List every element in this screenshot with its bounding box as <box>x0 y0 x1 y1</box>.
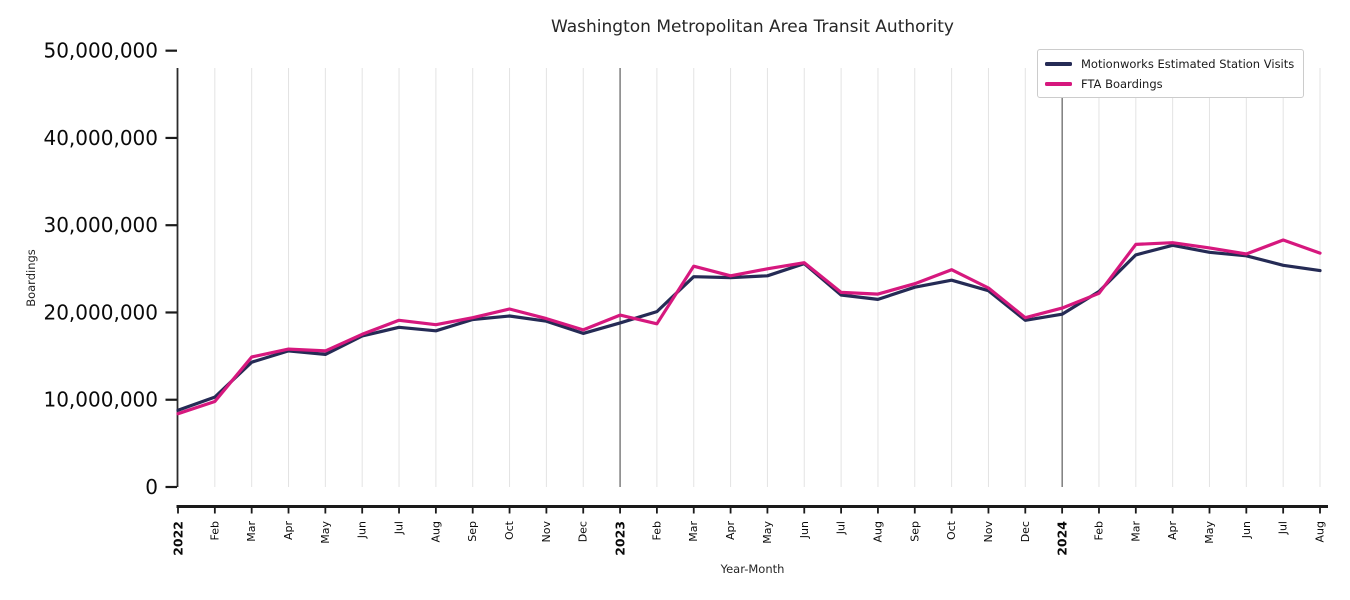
x-tick-label-month: Nov <box>540 521 553 543</box>
x-tick-label-month: Apr <box>724 521 737 541</box>
y-tick-label: 0 <box>145 475 158 499</box>
x-tick-label-month: Sep <box>466 521 479 542</box>
x-tick-label-year: 2023 <box>613 521 628 556</box>
legend: Motionworks Estimated Station Visits FTA… <box>1037 49 1305 98</box>
x-tick-label-year: 2024 <box>1055 521 1070 556</box>
y-tick-label: 20,000,000 <box>43 300 158 324</box>
x-tick-label-month: Mar <box>245 521 258 542</box>
x-tick-label-month: Feb <box>1092 521 1105 540</box>
legend-label: FTA Boardings <box>1081 76 1163 91</box>
series-line-fta <box>176 238 1322 416</box>
x-tick-label-month: Apr <box>1166 521 1179 541</box>
chart-title: Washington Metropolitan Area Transit Aut… <box>551 17 954 37</box>
y-tick-label: 10,000,000 <box>43 388 158 412</box>
x-tick-label-month: Dec <box>577 521 590 542</box>
x-tick-label-month: Aug <box>1314 521 1327 542</box>
legend-line-swatch-motionworks <box>1045 61 1072 66</box>
y-axis-title: Boardings <box>24 249 38 307</box>
x-tick-label-month: Mar <box>1129 521 1142 542</box>
y-tick-label: 40,000,000 <box>43 126 158 150</box>
x-tick-label-month: May <box>761 521 774 544</box>
x-tick-label-month: Jun <box>356 521 369 539</box>
x-tick-label-month: Jun <box>1240 521 1253 539</box>
series-line-motionworks <box>176 243 1322 412</box>
x-tick-label-month: Jul <box>835 521 848 535</box>
y-tick-label: 50,000,000 <box>43 39 158 63</box>
x-tick-label-month: Feb <box>650 521 663 540</box>
legend-item: Motionworks Estimated Station Visits <box>1045 55 1294 72</box>
x-tick-label-month: Feb <box>208 521 221 540</box>
x-tick-label-year: 2022 <box>171 521 186 556</box>
x-tick-label-month: Oct <box>945 520 958 540</box>
y-tick-label: 30,000,000 <box>43 213 158 237</box>
x-tick-label-month: Jun <box>798 521 811 539</box>
legend-item: FTA Boardings <box>1045 75 1294 92</box>
legend-line-swatch-fta <box>1045 81 1072 86</box>
legend-label: Motionworks Estimated Station Visits <box>1081 56 1295 71</box>
x-tick-label-month: Nov <box>982 521 995 543</box>
x-tick-label-month: Oct <box>503 520 516 540</box>
x-tick-label-month: Sep <box>908 521 921 542</box>
x-tick-label-month: Mar <box>687 521 700 542</box>
x-tick-label-month: May <box>319 521 332 544</box>
x-axis-title: Year-Month <box>720 562 785 576</box>
x-tick-label-month: May <box>1203 521 1216 544</box>
x-tick-label-month: Aug <box>429 521 442 542</box>
x-tick-label-month: Dec <box>1019 521 1032 542</box>
x-tick-label-month: Jul <box>1277 521 1290 535</box>
x-tick-label-month: Apr <box>282 521 295 541</box>
x-tick-label-month: Aug <box>871 521 884 542</box>
x-tick-label-month: Jul <box>393 521 406 535</box>
